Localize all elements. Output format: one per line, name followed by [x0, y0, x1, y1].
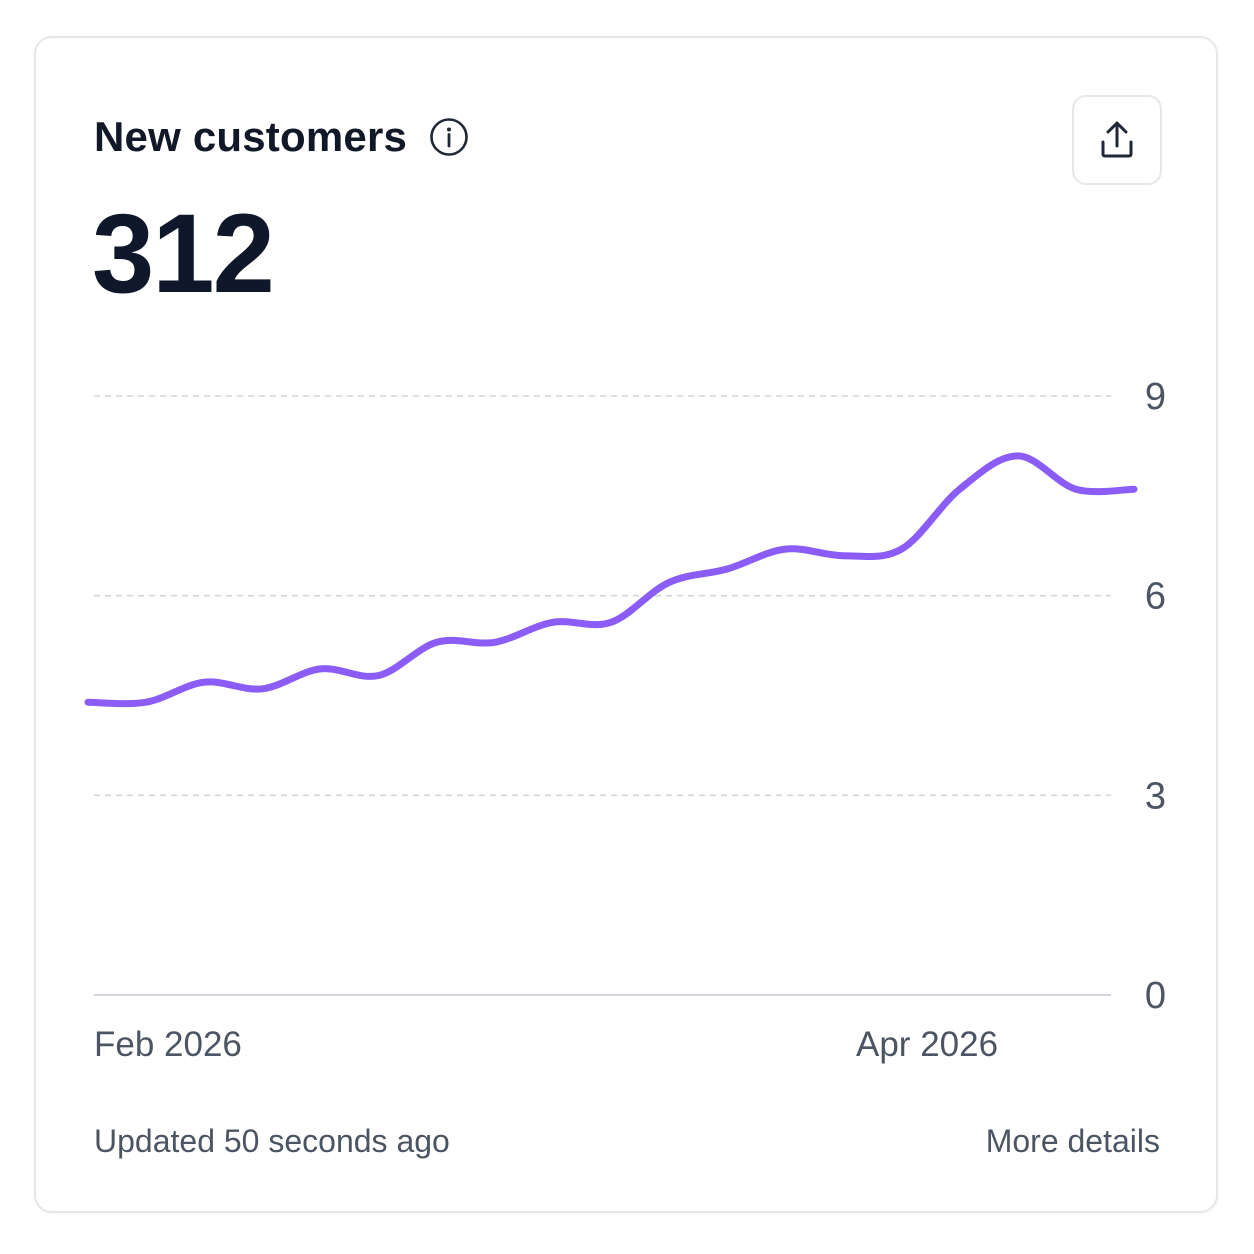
grid-layer [94, 395, 1111, 996]
card-header: New customers [94, 110, 469, 164]
y-tick-label: 3 [1145, 775, 1166, 817]
y-tick-label: 0 [1145, 975, 1166, 1017]
info-icon[interactable] [429, 117, 469, 157]
x-tick-layer: Feb 2026 Apr 2026 [94, 1025, 998, 1064]
y-tick-label: 6 [1145, 576, 1166, 618]
updated-status: Updated 50 seconds ago [94, 1123, 450, 1159]
share-icon [1101, 121, 1133, 158]
tick-layer: 0 3 6 9 [1145, 376, 1166, 1017]
x-tick-label: Feb 2026 [94, 1025, 242, 1064]
x-tick-label: Apr 2026 [856, 1025, 998, 1064]
series-line [84, 452, 1138, 708]
metric-value: 312 [92, 191, 275, 316]
series-layer [84, 452, 1138, 708]
share-button[interactable] [1072, 95, 1162, 185]
card-title: New customers [94, 113, 408, 160]
y-tick-label: 9 [1145, 376, 1166, 418]
more-details-link[interactable]: More details [985, 1123, 1160, 1159]
